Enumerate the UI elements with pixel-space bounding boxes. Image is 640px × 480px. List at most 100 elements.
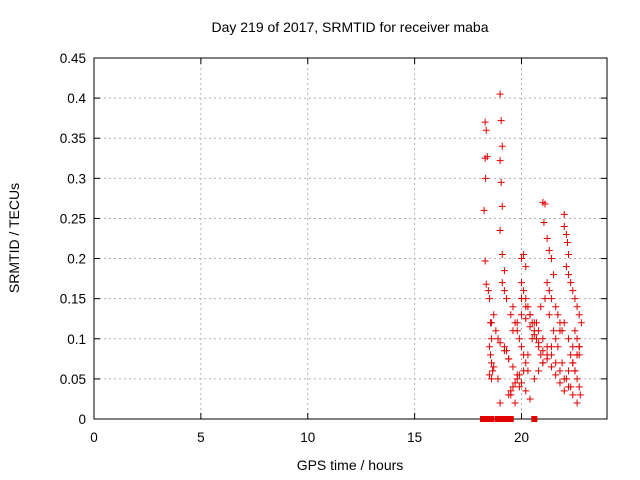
data-point	[498, 251, 506, 259]
data-point	[547, 363, 555, 371]
y-tick-label: 0.4	[67, 91, 86, 106]
zero-point	[483, 416, 490, 422]
data-point	[573, 399, 581, 407]
data-point	[492, 327, 500, 335]
data-point	[543, 343, 551, 351]
tick-labels: 0 0.05 0.1 0.15 0.2 0.25 0.3 0.35 0.4 0.45 0 5 10 15 2…	[60, 51, 529, 445]
data-point	[511, 399, 519, 407]
data-point	[496, 90, 504, 98]
data-point	[520, 367, 528, 375]
data-point	[481, 118, 489, 126]
data-point	[571, 327, 579, 335]
data-point	[515, 335, 523, 343]
data-point	[488, 375, 496, 383]
data-point	[575, 343, 583, 351]
data-point	[530, 375, 538, 383]
data-point	[552, 371, 560, 379]
data-point	[522, 387, 530, 395]
data-point	[526, 323, 534, 331]
y-tick-label: 0.35	[60, 131, 86, 146]
data-point	[518, 295, 525, 303]
data-point	[518, 311, 525, 319]
points	[480, 90, 585, 422]
data-point	[482, 280, 490, 288]
ticks	[93, 57, 607, 420]
data-point	[498, 279, 506, 287]
y-tick-label: 0.25	[60, 211, 86, 226]
zero-point	[503, 416, 510, 422]
data-point	[509, 303, 517, 311]
x-axis-label: GPS time / hours	[297, 457, 404, 473]
data-point	[511, 379, 519, 387]
y-tick-label: 0.2	[67, 252, 86, 267]
y-tick-label: 0	[78, 412, 86, 427]
data-point	[541, 295, 549, 303]
data-point	[543, 355, 551, 363]
data-point	[507, 311, 515, 319]
data-point	[528, 335, 536, 343]
data-point	[535, 339, 543, 347]
zero-point	[531, 416, 538, 422]
data-point	[552, 303, 560, 311]
data-point	[552, 335, 560, 343]
grid	[94, 58, 607, 419]
data-point	[560, 319, 568, 327]
data-point	[569, 343, 577, 351]
data-point	[488, 319, 496, 327]
data-point	[526, 311, 534, 319]
data-point	[573, 375, 581, 383]
data-point	[565, 251, 573, 259]
data-point	[575, 351, 583, 359]
data-point	[556, 379, 564, 387]
data-point	[482, 174, 490, 182]
data-point	[490, 311, 498, 319]
zero-point	[494, 416, 501, 422]
data-point	[522, 263, 530, 271]
data-point	[530, 331, 538, 339]
data-point	[556, 327, 564, 335]
data-point	[547, 255, 555, 263]
data-point	[485, 295, 493, 303]
data-point	[576, 391, 584, 399]
data-point	[482, 126, 490, 134]
data-point	[520, 287, 528, 295]
data-point	[496, 399, 504, 407]
data-point	[575, 383, 583, 391]
data-point	[480, 206, 488, 214]
data-point	[547, 351, 555, 359]
data-point	[552, 359, 560, 367]
data-point	[509, 327, 517, 335]
data-point	[498, 202, 506, 210]
data-point	[488, 359, 496, 367]
data-point	[562, 263, 570, 271]
data-point	[494, 335, 502, 343]
data-point	[518, 255, 525, 263]
data-point	[535, 327, 543, 335]
data-point	[573, 303, 581, 311]
data-point	[524, 351, 532, 359]
data-point	[526, 395, 534, 403]
data-point	[503, 295, 511, 303]
data-point	[505, 355, 513, 363]
data-point	[560, 222, 568, 230]
data-point	[481, 154, 489, 162]
data-point	[522, 303, 530, 311]
data-point	[550, 327, 558, 335]
data-point	[500, 347, 508, 355]
data-point	[571, 367, 579, 375]
data-point	[484, 287, 492, 295]
data-point	[573, 335, 581, 343]
y-tick-label: 0.05	[60, 372, 86, 387]
zero-point	[488, 416, 495, 422]
data-point	[515, 383, 523, 391]
data-point	[539, 347, 547, 355]
data-point	[489, 367, 497, 375]
data-point	[567, 279, 575, 287]
y-tick-label: 0.45	[60, 51, 86, 66]
plot-frame	[93, 57, 608, 420]
x-tick-label: 15	[407, 430, 422, 445]
data-point	[485, 371, 493, 379]
data-point	[569, 391, 577, 399]
data-point	[539, 359, 547, 367]
zero-point	[507, 416, 514, 422]
